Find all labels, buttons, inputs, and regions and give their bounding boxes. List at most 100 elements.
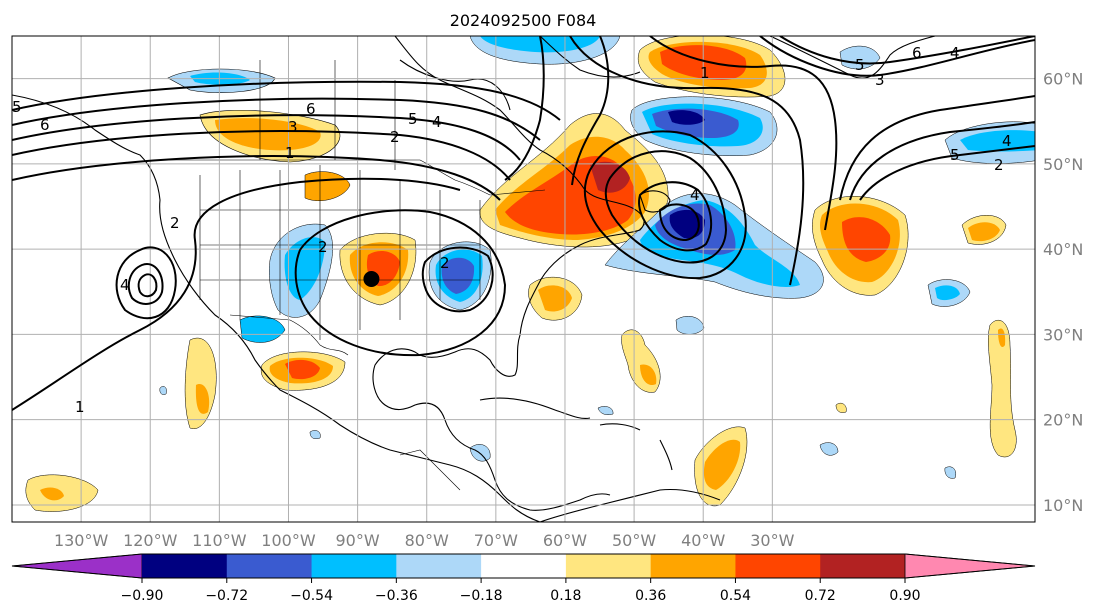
colorbar-extend-high bbox=[904, 553, 1036, 579]
shade-blob bbox=[675, 316, 705, 335]
colorbar-segment bbox=[142, 554, 228, 578]
contour-label: 5 bbox=[408, 110, 418, 128]
longitude-tick-label: 110°W bbox=[192, 531, 247, 550]
contour-line bbox=[421, 246, 494, 313]
shade-blob bbox=[284, 237, 325, 300]
shade-blob bbox=[960, 130, 1035, 152]
contour-line bbox=[12, 80, 561, 121]
border-state-lines bbox=[199, 165, 481, 340]
contour-line bbox=[779, 36, 1035, 65]
contour-line bbox=[115, 246, 177, 320]
contour-label: 2 bbox=[390, 128, 400, 146]
colorbar-segment bbox=[735, 554, 821, 578]
contour-lines bbox=[12, 36, 1035, 411]
shade-blob bbox=[239, 315, 286, 343]
colorbar: −0.90 −0.72 −0.54 −0.36 −0.18 0.18 0.36 0.54 0.7… bbox=[11, 553, 1036, 604]
contour-label: 1 bbox=[700, 64, 710, 82]
colorbar-segment bbox=[650, 554, 736, 578]
contour-line bbox=[759, 36, 1035, 77]
contour-line bbox=[294, 209, 507, 357]
latitude-tick-label: 10°N bbox=[1043, 496, 1083, 515]
contour-label: 2 bbox=[440, 254, 450, 272]
latitude-tick-label: 50°N bbox=[1043, 155, 1083, 174]
contour-label: 2 bbox=[994, 156, 1004, 174]
gridlines bbox=[12, 36, 1035, 522]
longitude-tick-label: 30°W bbox=[750, 531, 794, 550]
colorbar-segment bbox=[311, 554, 397, 578]
contour-label: 4 bbox=[120, 276, 130, 294]
shade-blob bbox=[988, 320, 1017, 458]
contour-line bbox=[658, 203, 700, 242]
coastline-greenland bbox=[769, 36, 936, 79]
coastline-hispaniola bbox=[599, 423, 641, 431]
shade-blob bbox=[703, 439, 741, 490]
contour-label: 5 bbox=[950, 146, 960, 164]
contour-line bbox=[638, 181, 713, 252]
latitude-tick-label: 20°N bbox=[1043, 411, 1083, 430]
coastline-west-north-america bbox=[12, 94, 541, 522]
location-marker bbox=[363, 271, 380, 287]
border-us-mexico bbox=[229, 314, 349, 356]
longitude-tick-label: 50°W bbox=[612, 531, 656, 550]
shade-blob bbox=[215, 118, 321, 151]
colorbar-tick-label: 0.90 bbox=[889, 588, 920, 604]
contour-line bbox=[604, 150, 728, 264]
colorbar-segment bbox=[226, 554, 313, 578]
contour-label: 6 bbox=[912, 44, 922, 62]
figure-title: 2024092500 F084 bbox=[450, 11, 597, 30]
shade-blob bbox=[159, 386, 167, 395]
border-canada-provinces bbox=[259, 60, 396, 170]
shade-blob bbox=[597, 406, 614, 415]
contour-line bbox=[571, 36, 610, 186]
colorbar-tick-label: 0.18 bbox=[550, 588, 581, 604]
latitude-tick-label: 40°N bbox=[1043, 240, 1083, 259]
shade-blob bbox=[285, 359, 320, 380]
shade-blob bbox=[944, 466, 956, 479]
coastline-south-america bbox=[539, 488, 721, 522]
contour-label: 1 bbox=[75, 398, 85, 416]
contour-label: 3 bbox=[288, 118, 298, 136]
longitude-tick-label: 130°W bbox=[54, 531, 109, 550]
latitude-tick-labels: 60°N 50°N 40°N 30°N 20°N 10°N bbox=[1043, 70, 1083, 515]
coastline-antilles bbox=[659, 439, 673, 471]
contour-line bbox=[649, 36, 838, 231]
contour-label: 4 bbox=[432, 113, 442, 131]
shade-blob bbox=[480, 36, 600, 53]
longitude-tick-label: 90°W bbox=[336, 531, 380, 550]
shade-blob bbox=[835, 402, 847, 413]
colorbar-tick-label: 0.54 bbox=[720, 588, 751, 604]
colorbar-segment bbox=[481, 554, 567, 578]
contour-line bbox=[12, 97, 541, 141]
colorbar-extend-low bbox=[11, 553, 143, 579]
shade-blob bbox=[968, 222, 1000, 242]
shade-blob bbox=[819, 442, 839, 456]
colorbar-tick-label: −0.36 bbox=[375, 588, 418, 604]
contour-label: 6 bbox=[40, 116, 50, 134]
latitude-tick-label: 30°N bbox=[1043, 325, 1083, 344]
map-frame bbox=[11, 35, 1036, 523]
colorbar-tick-label: −0.18 bbox=[460, 588, 503, 604]
colorbar-tick-label: 0.72 bbox=[805, 588, 836, 604]
coastlines bbox=[12, 36, 936, 522]
longitude-tick-label: 80°W bbox=[405, 531, 449, 550]
longitude-tick-label: 40°W bbox=[681, 531, 725, 550]
contour-line bbox=[12, 130, 511, 181]
shade-blob bbox=[195, 384, 210, 414]
coastline-east-north-america bbox=[372, 36, 645, 511]
contour-label: 2 bbox=[318, 238, 328, 256]
contour-label: 4 bbox=[1002, 132, 1012, 150]
map-panel[interactable]: 1 2 3 4 5 6 1 4 2 2 2 6 5 1 5 3 6 4 5 4 bbox=[11, 35, 1040, 523]
border-central-america bbox=[399, 449, 461, 491]
contour-line bbox=[849, 121, 1035, 201]
shade-blob bbox=[40, 487, 64, 501]
contour-line bbox=[859, 145, 1035, 201]
contour-label: 4 bbox=[690, 186, 700, 204]
colorbar-tick-label: −0.72 bbox=[205, 588, 248, 604]
shade-blob bbox=[669, 209, 705, 239]
latitude-tick-label: 60°N bbox=[1043, 70, 1083, 89]
shade-blob bbox=[309, 430, 321, 439]
shade-blob bbox=[935, 285, 960, 301]
colorbar-tick-label: −0.90 bbox=[121, 588, 164, 604]
shade-blob bbox=[998, 328, 1006, 348]
